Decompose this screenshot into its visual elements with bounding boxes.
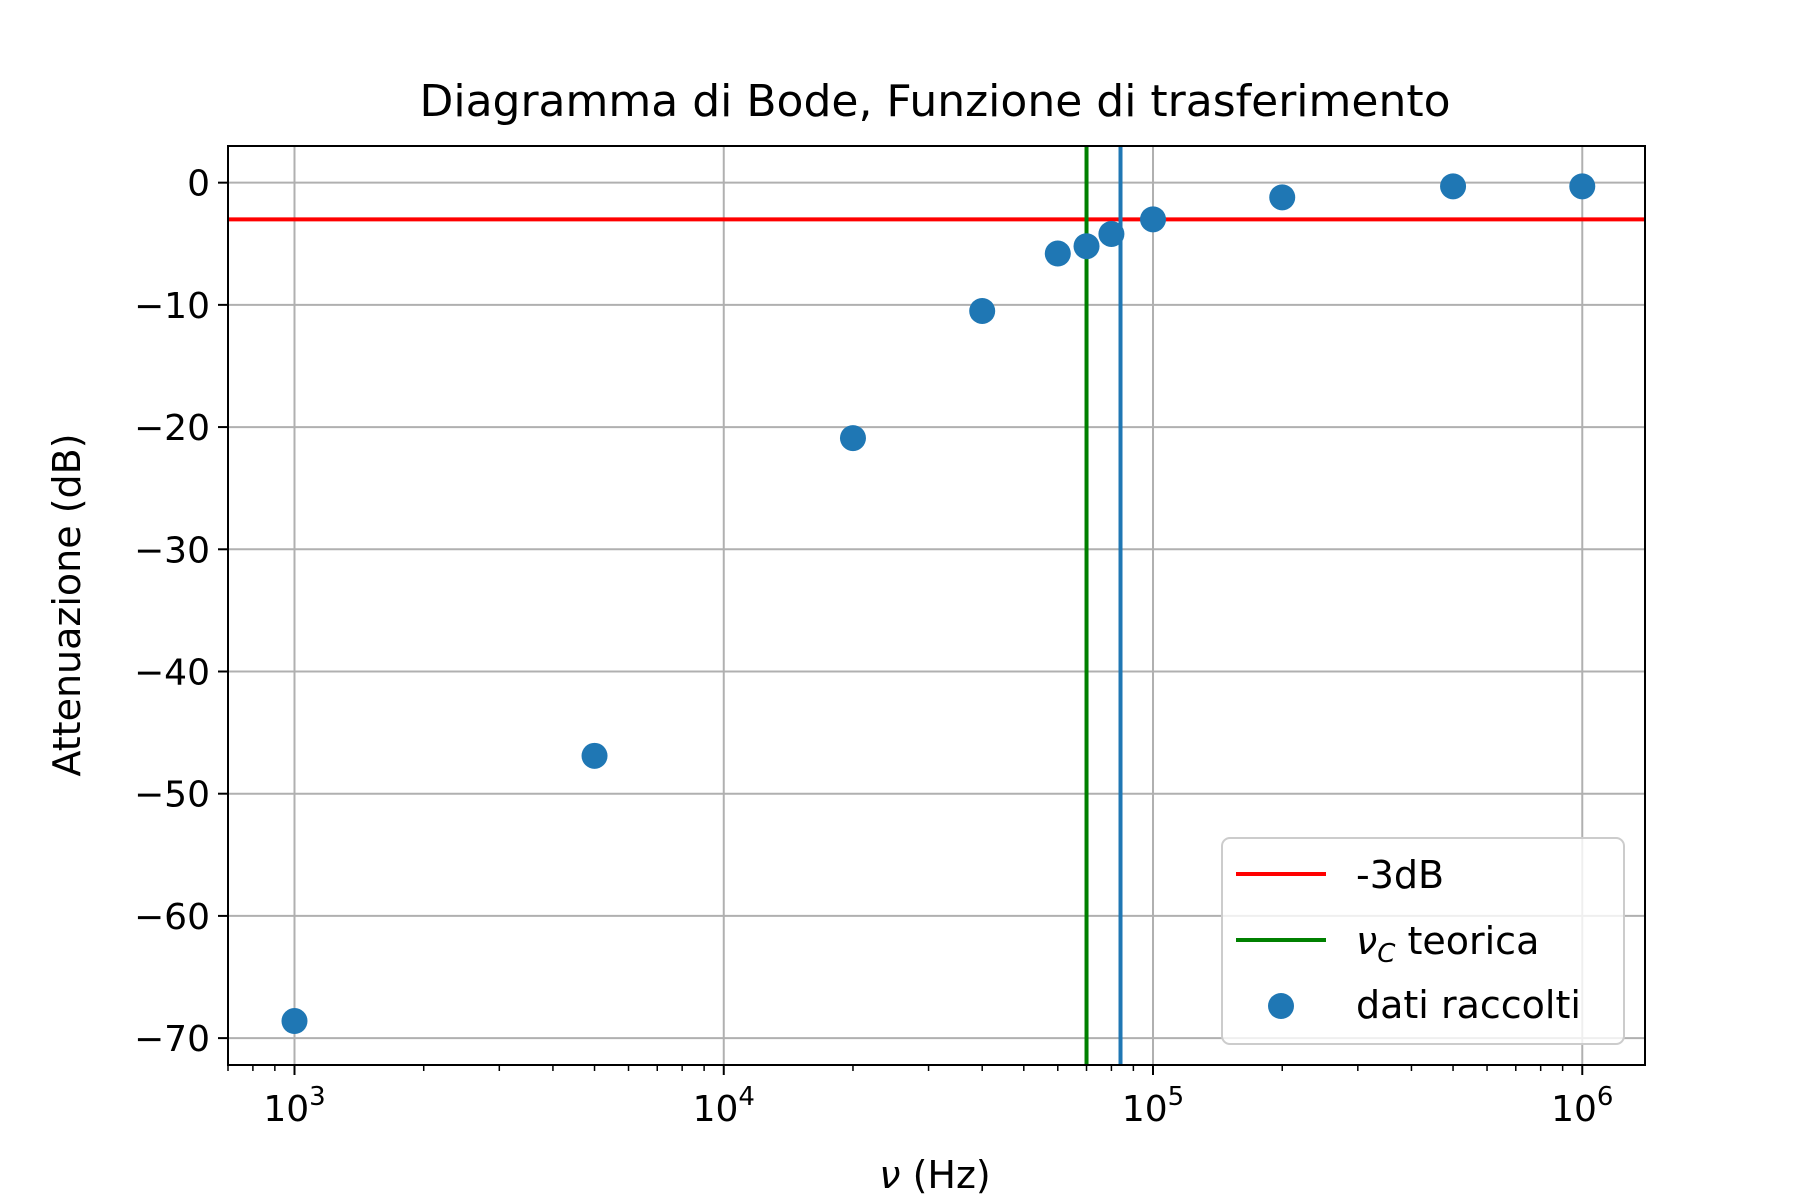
- x-tick-exponent: 4: [738, 1082, 755, 1112]
- data-point: [1269, 184, 1296, 211]
- data-point: [1569, 173, 1596, 200]
- x-tick-exponent: 6: [1597, 1082, 1614, 1112]
- x-tick-base: 10: [693, 1089, 739, 1130]
- legend-nu-rest: teorica: [1395, 919, 1539, 963]
- y-tick-label: −70: [134, 1019, 210, 1060]
- data-point: [281, 1008, 308, 1035]
- y-axis-label: Attenuazione (dB): [45, 433, 89, 776]
- x-axis-label: ν (Hz): [879, 1153, 990, 1197]
- chart-title: Diagramma di Bode, Funzione di trasferim…: [419, 76, 1450, 127]
- x-tick-exponent: 5: [1168, 1082, 1185, 1112]
- legend-nu-symbol: ν: [1356, 919, 1377, 963]
- legend-label-data: dati raccolti: [1356, 983, 1581, 1027]
- plot-frame: [227, 145, 1646, 1066]
- y-tick-label: −40: [134, 652, 210, 693]
- plot-data: [228, 146, 1645, 1065]
- data-point: [1140, 206, 1167, 233]
- x-tick-base: 10: [1122, 1089, 1168, 1130]
- legend-label-3db: -3dB: [1356, 853, 1444, 897]
- y-tick-label: −30: [134, 530, 210, 571]
- legend-label-nu-c: νC teorica: [1356, 919, 1539, 969]
- x-tick-label: 104: [693, 1082, 755, 1130]
- data-point: [969, 297, 996, 324]
- x-axis-label-symbol: ν: [879, 1153, 900, 1197]
- x-tick-label: 105: [1122, 1082, 1184, 1130]
- data-point: [581, 742, 608, 769]
- legend-nu-subscript: C: [1377, 939, 1396, 969]
- data-point: [1044, 240, 1071, 267]
- legend-dot-data: [1268, 993, 1294, 1019]
- y-tick-label: −10: [134, 286, 210, 327]
- x-tick-label: 103: [263, 1082, 325, 1130]
- data-point: [839, 425, 866, 452]
- x-tick-label: 106: [1551, 1082, 1613, 1130]
- data-point: [1440, 173, 1467, 200]
- y-tick-label: −60: [134, 897, 210, 938]
- y-tick-label: −20: [134, 408, 210, 449]
- y-tick-label: −50: [134, 775, 210, 816]
- y-tick-label: 0: [187, 164, 210, 205]
- x-tick-base: 10: [1551, 1089, 1597, 1130]
- x-tick-base: 10: [263, 1089, 309, 1130]
- data-point: [1073, 233, 1100, 260]
- x-axis-label-unit: (Hz): [900, 1153, 990, 1197]
- data-point: [1098, 220, 1125, 247]
- legend-box: [1221, 837, 1625, 1045]
- x-minor-ticks: [227, 1065, 1564, 1071]
- legend: -3dB νC teorica dati raccolti: [1221, 837, 1625, 1045]
- x-tick-exponent: 3: [309, 1082, 326, 1112]
